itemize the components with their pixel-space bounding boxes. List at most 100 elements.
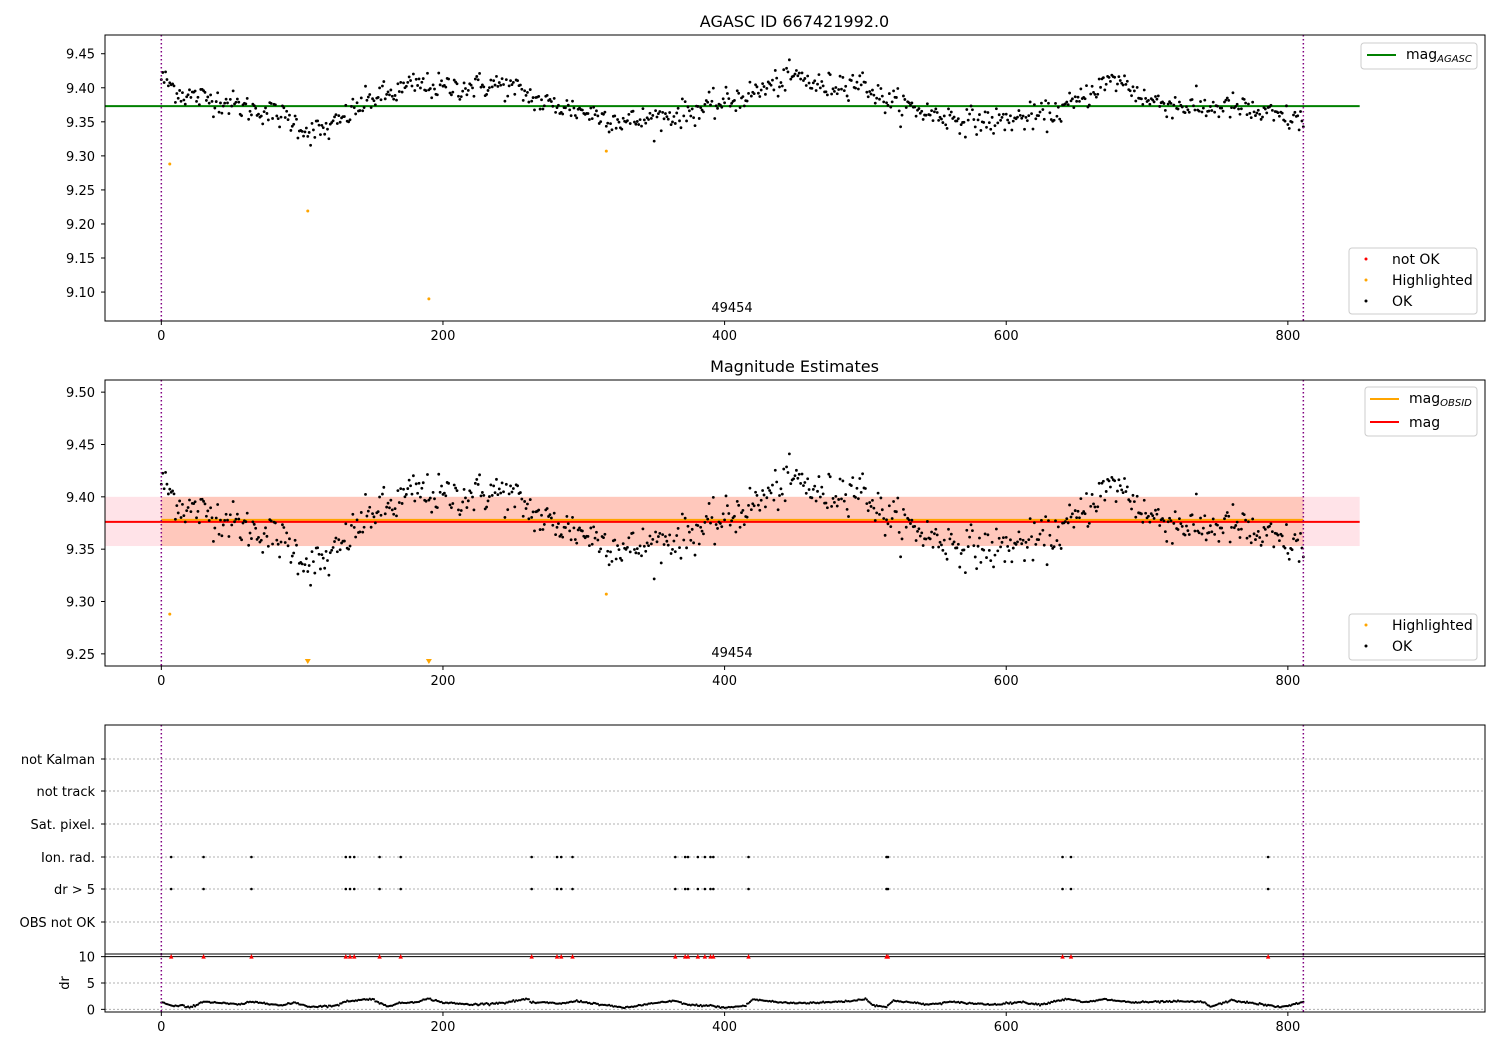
ok-point: [469, 491, 473, 495]
ok-point: [679, 126, 683, 130]
dr-point: [527, 998, 530, 1001]
ok-point: [727, 97, 731, 101]
ok-point: [506, 94, 510, 98]
ok-point: [292, 122, 296, 126]
ok-point: [873, 101, 877, 105]
ok-point: [1165, 115, 1169, 119]
ok-point: [1065, 100, 1069, 104]
ok-point: [783, 499, 787, 503]
flag-event-point: [571, 855, 574, 859]
ok-point: [864, 80, 867, 84]
ok-point: [1058, 117, 1062, 121]
flag-event-point: [352, 887, 356, 891]
ok-point: [310, 121, 314, 125]
ok-point: [1239, 107, 1243, 111]
ok-point: [1237, 107, 1240, 111]
ok-point: [795, 468, 798, 472]
ok-point: [1190, 98, 1194, 101]
ok-point: [1130, 507, 1133, 511]
ok-point: [269, 102, 273, 105]
ok-point: [231, 89, 235, 93]
ok-point: [1121, 491, 1125, 495]
ok-point: [1248, 534, 1252, 538]
ok-point: [482, 85, 486, 89]
ok-point: [945, 557, 949, 561]
dr-point: [194, 1005, 197, 1008]
ok-point: [1149, 512, 1153, 515]
ok-point: [851, 73, 855, 77]
ok-point: [565, 514, 569, 518]
ok-point: [707, 502, 711, 505]
ok-point: [1040, 101, 1043, 105]
ok-point: [1170, 116, 1174, 120]
ok-point: [1134, 99, 1138, 103]
ok-point: [193, 89, 197, 93]
ok-point: [990, 540, 994, 544]
ok-point: [428, 87, 432, 90]
ok-point: [799, 482, 803, 485]
ok-point: [669, 123, 673, 127]
ok-point: [894, 510, 898, 514]
ok-point: [1017, 109, 1021, 112]
ok-point: [1059, 119, 1063, 123]
ok-point: [450, 506, 453, 510]
ok-point: [209, 93, 213, 97]
dr-over-limit-marker: [673, 954, 678, 959]
ok-point: [1114, 500, 1118, 503]
ok-point: [665, 115, 669, 119]
ok-point: [1231, 91, 1235, 95]
panel-agasc-xtick-label: 400: [712, 329, 737, 344]
ok-point: [966, 545, 970, 548]
ok-point: [317, 123, 321, 127]
ok-point: [224, 512, 228, 516]
ok-point: [204, 514, 208, 518]
ok-point: [787, 58, 791, 62]
ok-point: [1028, 517, 1032, 521]
ok-point: [424, 89, 428, 93]
ok-point: [892, 89, 895, 93]
ok-point: [496, 493, 500, 497]
ok-point: [248, 531, 252, 535]
ok-point: [455, 82, 459, 86]
ok-point: [213, 526, 217, 530]
dr-point: [1007, 1002, 1011, 1005]
ok-point: [952, 115, 956, 119]
ok-point: [747, 91, 750, 95]
dr-point: [372, 998, 376, 1001]
ok-point: [504, 482, 508, 486]
ok-point: [337, 114, 341, 118]
ok-point: [1299, 531, 1302, 535]
ok-point: [1099, 494, 1102, 498]
ok-point: [362, 106, 366, 109]
ok-point: [419, 86, 422, 90]
ok-point: [985, 556, 988, 559]
ok-point: [894, 96, 898, 99]
ok-point: [385, 93, 389, 96]
dr-point: [1157, 1000, 1160, 1003]
ok-point: [641, 527, 645, 531]
ok-point: [747, 504, 750, 507]
ok-point: [1093, 92, 1097, 96]
dr-ytick-label: 10: [78, 951, 95, 966]
ok-point: [182, 98, 186, 102]
ok-point: [365, 514, 369, 518]
ok-point: [1216, 104, 1219, 108]
dr-point: [940, 1003, 943, 1006]
ok-point: [461, 500, 465, 504]
ok-point: [773, 69, 777, 72]
ok-point: [1255, 111, 1259, 115]
ok-point: [724, 85, 728, 89]
ok-point: [262, 532, 266, 535]
dr-ytick-label: 0: [87, 1003, 95, 1018]
ok-point: [275, 538, 279, 542]
ok-point: [271, 117, 274, 120]
ok-point: [672, 539, 676, 543]
ok-point: [1217, 539, 1221, 543]
ok-point: [261, 122, 265, 126]
panel-dr-ylabel: dr: [58, 976, 73, 990]
ok-point: [181, 91, 184, 95]
ok-point: [683, 100, 687, 104]
dr-over-limit-marker: [570, 954, 575, 959]
ok-point: [493, 83, 497, 87]
ok-point: [1078, 516, 1081, 520]
